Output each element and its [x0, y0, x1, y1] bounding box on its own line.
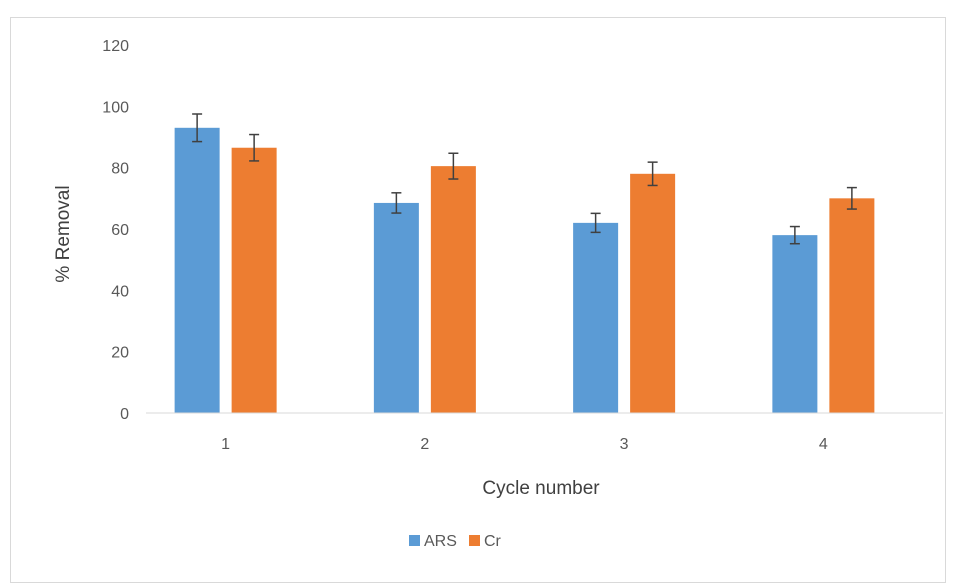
legend-item-cr: Cr — [469, 533, 502, 550]
bar-cr-4 — [829, 198, 875, 413]
bar-ars-2 — [373, 202, 419, 413]
legend-label: ARS — [424, 533, 457, 550]
x-tick-label: 4 — [819, 436, 828, 453]
legend-swatch — [469, 535, 480, 546]
legend: ARS Cr — [409, 533, 502, 550]
bar-cr-1 — [231, 147, 277, 413]
x-tick-label: 1 — [221, 436, 230, 453]
error-bar-ars-3 — [590, 212, 601, 234]
x-tick-label: 2 — [420, 436, 429, 453]
bars — [174, 127, 875, 414]
error-bar-ars-2 — [391, 192, 402, 214]
y-tick-label: 100 — [102, 99, 129, 116]
bar-cr-3 — [630, 173, 676, 413]
y-tick-label: 0 — [120, 406, 129, 423]
chart-frame: 0 20 40 60 80 100 120 1 2 3 4 % Removal Cycle num… — [10, 17, 946, 583]
y-tick-label: 60 — [111, 222, 129, 239]
x-axis-title: Cycle number — [482, 478, 600, 499]
bar-ars-4 — [772, 235, 818, 413]
error-bar-cr-1 — [249, 133, 260, 162]
y-tick-label: 40 — [111, 283, 129, 300]
error-bar-cr-3 — [647, 161, 658, 187]
y-tick-label: 120 — [102, 38, 129, 55]
y-tick-label: 80 — [111, 161, 129, 178]
legend-swatch — [409, 535, 420, 546]
bar-ars-1 — [174, 127, 220, 414]
legend-label: Cr — [484, 533, 502, 550]
y-axis-title: % Removal — [53, 185, 74, 282]
error-bars — [192, 113, 857, 245]
bar-chart: 0 20 40 60 80 100 120 1 2 3 4 % Removal Cycle num… — [53, 38, 943, 550]
y-axis-ticks: 0 20 40 60 80 100 120 — [102, 38, 129, 423]
x-tick-label: 3 — [620, 436, 629, 453]
legend-item-ars: ARS — [409, 533, 457, 550]
y-tick-label: 20 — [111, 345, 129, 362]
bar-cr-2 — [430, 166, 476, 413]
error-bar-cr-4 — [846, 186, 857, 210]
error-bar-cr-2 — [448, 152, 459, 180]
error-bar-ars-4 — [789, 225, 800, 245]
x-axis-ticks: 1 2 3 4 — [221, 436, 828, 453]
error-bar-ars-1 — [192, 113, 203, 143]
bar-ars-3 — [573, 222, 619, 413]
